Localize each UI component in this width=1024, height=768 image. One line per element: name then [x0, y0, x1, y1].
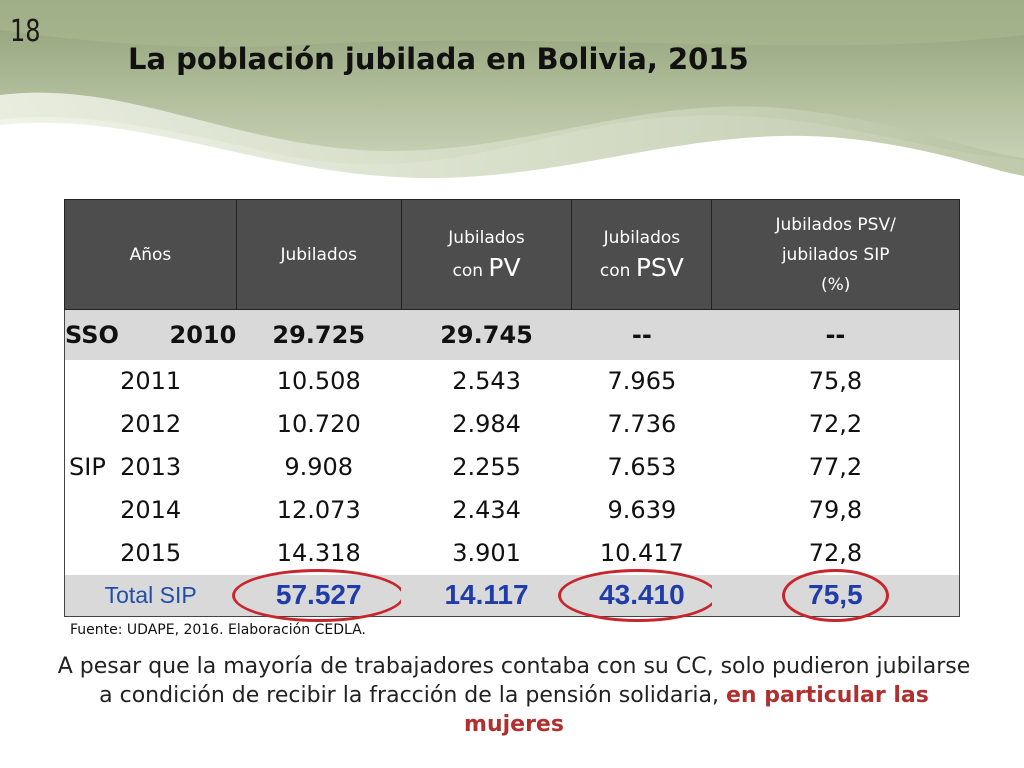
header-ratio-l2: jubilados SIP: [781, 244, 890, 265]
sso-psv: --: [571, 309, 712, 360]
total-pv: 14.117: [401, 574, 572, 617]
total-psv-cell: 43.410: [557, 568, 718, 622]
sso-pv: 29.745: [401, 309, 572, 360]
row-jubilados: 10.720: [276, 410, 361, 438]
table-row-sso: SSO 2010 29.725 29.745 -- --: [64, 309, 960, 360]
row-psv: 7.736: [607, 410, 677, 438]
row-pv: 2.434: [452, 496, 521, 524]
sso-ratio: --: [711, 309, 960, 360]
note-text: A pesar que la mayoría de trabajadores c…: [57, 654, 971, 708]
table-row: 2015 14.318 3.901 10.417 72,8: [65, 532, 960, 575]
row-jubilados: 14.318: [276, 539, 361, 567]
header-psv-big: PSV: [635, 253, 684, 282]
table-row: SIP 2013 9.908 2.255 7.653 77,2: [65, 446, 960, 489]
row-jubilados: 12.073: [276, 496, 361, 524]
conclusion-note: A pesar que la mayoría de trabajadores c…: [54, 652, 974, 739]
note-highlight: en particular las mujeres: [464, 683, 929, 737]
row-ratio: 72,2: [808, 410, 863, 438]
total-ratio-cell: 75,5: [711, 568, 960, 622]
table-row: 2012 10.720 2.984 7.736 72,2: [65, 403, 960, 446]
total-psv: 43.410: [599, 579, 685, 611]
row-psv: 7.965: [607, 367, 677, 395]
header-psv-con: con: [599, 261, 631, 281]
row-year: 2014: [120, 496, 182, 524]
slide-number: 18: [10, 14, 41, 49]
header-ratio-l3: (%): [820, 274, 851, 295]
header-years: Años: [64, 199, 237, 310]
row-year: 2013: [120, 453, 182, 481]
header-ratio-l1: Jubilados PSV/: [775, 214, 896, 235]
row-year: 2012: [120, 410, 182, 438]
source-note: Fuente: UDAPE, 2016. Elaboración CEDLA.: [70, 622, 366, 638]
row-jubilados: 9.908: [284, 453, 354, 481]
row-pv: 2.255: [452, 453, 521, 481]
row-psv: 9.639: [607, 496, 677, 524]
retirees-table: Años Jubilados Jubilados con PV Jubilado…: [64, 199, 960, 622]
header-pv-top: Jubilados: [448, 228, 525, 248]
row-ratio: 79,8: [808, 496, 863, 524]
row-jubilados: 10.508: [276, 367, 361, 395]
total-ratio: 75,5: [808, 579, 863, 611]
header-psv-top: Jubilados: [603, 228, 681, 248]
header-jubilados: Jubilados: [235, 199, 402, 310]
row-year: 2011: [120, 367, 182, 395]
slide-title: La población jubilada en Bolivia, 2015: [128, 42, 749, 76]
table-row-total: Total SIP 57.527 14.117 43.410 75,5: [64, 568, 960, 622]
sso-group-label: SSO: [65, 320, 119, 349]
header-ratio: Jubilados PSV/ jubilados SIP (%): [711, 199, 960, 310]
header-row: Años Jubilados Jubilados con PV Jubilado…: [64, 199, 960, 310]
total-label: Total SIP: [64, 574, 237, 617]
header-pv-con: con: [452, 261, 484, 281]
row-ratio: 75,8: [808, 367, 863, 395]
row-year-with-group: SIP 2013: [65, 446, 237, 489]
background-waves: [0, 0, 1024, 200]
table-row: 2011 10.508 2.543 7.965 75,8: [65, 360, 960, 403]
sip-group-label: SIP: [69, 453, 106, 481]
row-year: 2015: [120, 539, 182, 567]
row-pv: 3.901: [452, 539, 521, 567]
row-pv: 2.984: [452, 410, 521, 438]
header-jubilados-pv: Jubilados con PV: [400, 199, 573, 310]
sso-label-cell: SSO 2010: [64, 309, 237, 360]
row-ratio: 72,8: [808, 539, 863, 567]
total-jubilados: 57.527: [275, 579, 362, 611]
sso-year: 2010: [169, 320, 237, 349]
header-jubilados-psv: Jubilados con PSV: [571, 199, 713, 310]
row-psv: 7.653: [607, 453, 677, 481]
table-row: 2014 12.073 2.434 9.639 79,8: [65, 489, 960, 532]
header-pv-big: PV: [488, 253, 521, 282]
sso-jubilados: 29.725: [236, 309, 402, 360]
row-psv: 10.417: [599, 539, 684, 567]
row-ratio: 77,2: [808, 453, 863, 481]
total-jubilados-cell: 57.527: [232, 568, 406, 622]
row-pv: 2.543: [452, 367, 521, 395]
